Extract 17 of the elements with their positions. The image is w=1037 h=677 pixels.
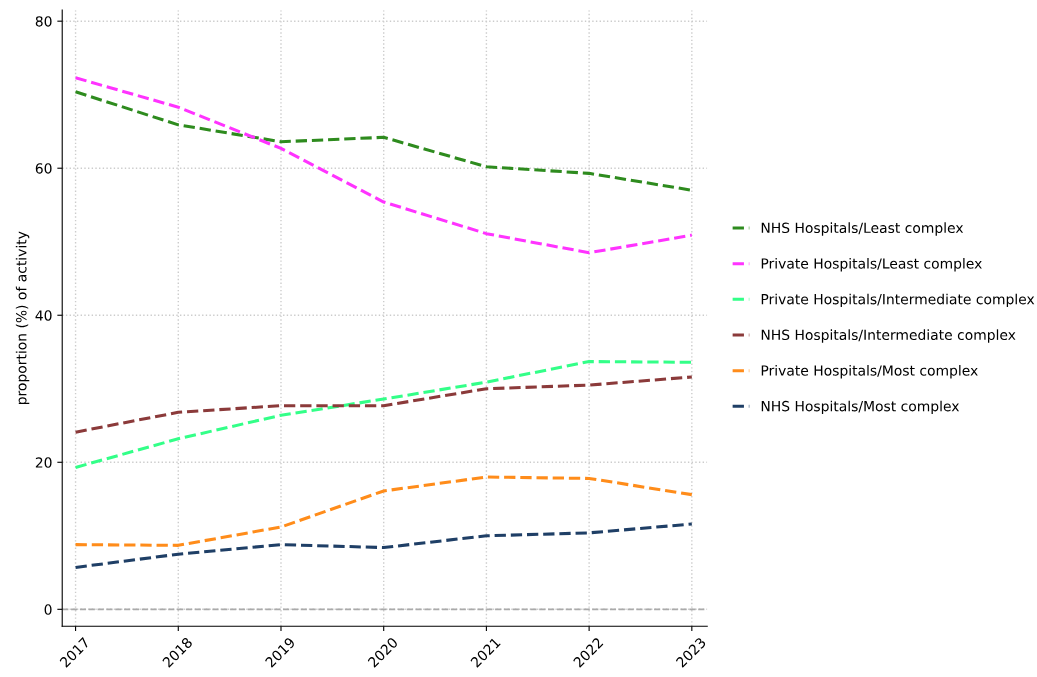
line-series (74, 76, 694, 255)
legend-label: NHS Hospitals/Least complex (761, 222, 964, 236)
y-tick-label: 0 (44, 604, 52, 615)
y-tick-label: 40 (35, 310, 52, 321)
y-axis-title: proportion (%) of activity (15, 231, 30, 405)
line-series (74, 375, 694, 434)
line-series (74, 475, 694, 547)
legend-label: NHS Hospitals/Intermediate complex (761, 329, 1016, 343)
line-series (74, 522, 694, 569)
y-tick-label: 60 (35, 163, 52, 174)
legend-label: Private Hospitals/Intermediate complex (761, 293, 1035, 308)
legend-label: Private Hospitals/Least complex (761, 257, 982, 272)
line-series (74, 360, 694, 469)
legend-label: NHS Hospitals/Most complex (761, 400, 960, 415)
y-tick-label: 20 (35, 457, 52, 468)
legend-label: Private Hospitals/Most complex (761, 364, 978, 379)
y-tick-label: 80 (35, 16, 52, 27)
